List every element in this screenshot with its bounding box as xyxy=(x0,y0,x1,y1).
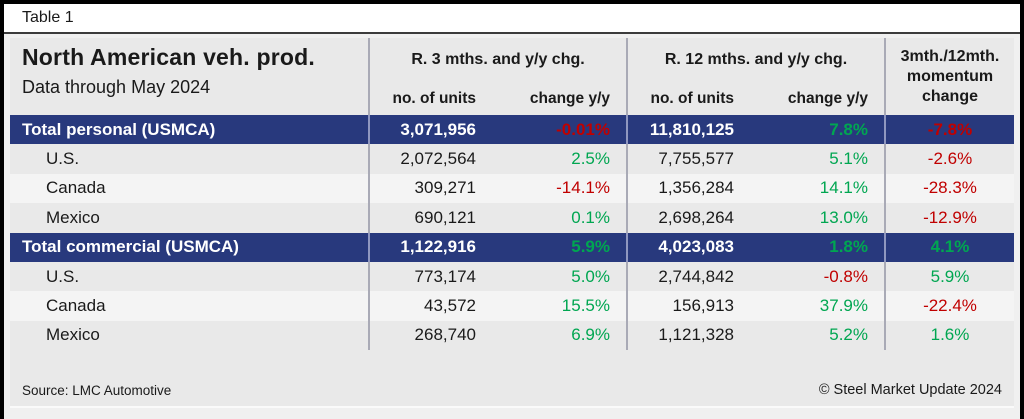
r12-change-cell: 7.8% xyxy=(756,115,886,145)
r3-change-cell: 6.9% xyxy=(498,320,628,351)
momentum-cell: -28.3% xyxy=(923,178,977,198)
r3-units-cell: 309,271 xyxy=(414,178,476,198)
table-row-commercial-mexico: Mexico 268,740 6.9% 1,121,328 5.2% 1.6% xyxy=(10,320,1014,351)
table-row-personal-canada: Canada 309,271 -14.1% 1,356,284 14.1% -2… xyxy=(10,173,1014,204)
momentum-cell: -2.6% xyxy=(927,149,973,169)
r12-units-cell: 2,698,264 xyxy=(658,207,734,227)
r12-units-cell: 11,810,125 xyxy=(649,119,734,139)
r12-units-cell: 4,023,083 xyxy=(658,237,734,257)
r3-units-cell: 773,174 xyxy=(414,266,476,286)
region-label-cell: Mexico xyxy=(10,320,370,351)
subheader-units-12mth: no. of units xyxy=(650,89,734,107)
r12-change-cell: -0.8% xyxy=(756,261,886,292)
r12-units-cell: 1,356,284 xyxy=(658,178,734,198)
region-label-cell: Total personal (USMCA) xyxy=(10,115,370,145)
r12-units-cell: 156,913 xyxy=(672,296,734,316)
table-title: North American veh. prod. xyxy=(22,44,315,70)
r3-units-cell: 690,121 xyxy=(414,207,476,227)
r12-units-cell: 2,744,842 xyxy=(658,266,734,286)
vehicle-production-table: North American veh. prod. Data through M… xyxy=(10,38,1014,408)
table-row-personal-us: U.S. 2,072,564 2.5% 7,755,577 5.1% -2.6% xyxy=(10,144,1014,174)
region-label-cell: U.S. xyxy=(10,261,370,292)
copyright-note: © Steel Market Update 2024 xyxy=(818,382,1002,399)
momentum-cell: -12.9% xyxy=(923,207,977,227)
r3-units-cell: 268,740 xyxy=(414,325,476,345)
table-header: North American veh. prod. Data through M… xyxy=(10,38,1014,115)
r12-change-cell: 5.2% xyxy=(756,320,886,351)
region-label-cell: U.S. xyxy=(10,144,370,174)
column-group-momentum: 3mth./12mth. momentum change xyxy=(900,47,1000,105)
table-footer: Source: LMC Automotive © Steel Market Up… xyxy=(10,350,1014,406)
momentum-cell: -22.4% xyxy=(923,296,977,316)
r12-change-cell: 14.1% xyxy=(756,173,886,204)
r3-change-cell: 2.5% xyxy=(498,144,628,174)
subheader-change-3mth: change y/y xyxy=(498,82,628,115)
momentum-cell: -7.8% xyxy=(927,119,973,139)
table-caption: Table 1 xyxy=(22,9,74,26)
table-row-commercial-us: U.S. 773,174 5.0% 2,744,842 -0.8% 5.9% xyxy=(10,261,1014,292)
table-row-commercial-canada: Canada 43,572 15.5% 156,913 37.9% -22.4% xyxy=(10,291,1014,321)
r3-change-cell: 5.0% xyxy=(498,261,628,292)
momentum-cell: 4.1% xyxy=(930,237,970,257)
r12-units-cell: 1,121,328 xyxy=(658,325,734,345)
r3-change-cell: 0.1% xyxy=(498,203,628,233)
table-title-block: North American veh. prod. Data through M… xyxy=(10,38,370,115)
table-row-total-personal: Total personal (USMCA) 3,071,956 -0.01% … xyxy=(10,115,1014,145)
column-group-12mth: R. 12 mths. and y/y chg. xyxy=(628,38,886,82)
momentum-cell: 1.6% xyxy=(930,325,970,345)
r12-units-cell: 7,755,577 xyxy=(658,149,734,169)
table-row-total-commercial: Total commercial (USMCA) 1,122,916 5.9% … xyxy=(10,232,1014,262)
source-note: Source: LMC Automotive xyxy=(22,383,172,399)
subheader-units-3mth: no. of units xyxy=(392,89,476,107)
momentum-cell: 5.9% xyxy=(930,266,970,286)
caption-bar: Table 1 xyxy=(4,4,1020,32)
region-label-cell: Canada xyxy=(10,291,370,321)
subheader-change-12mth: change y/y xyxy=(756,82,886,115)
region-label-cell: Total commercial (USMCA) xyxy=(10,232,370,262)
r3-change-cell: -14.1% xyxy=(498,173,628,204)
column-group-3mth: R. 3 mths. and y/y chg. xyxy=(370,38,628,82)
r3-units-cell: 1,122,916 xyxy=(400,237,476,257)
r3-change-cell: 15.5% xyxy=(498,291,628,321)
r3-units-cell: 2,072,564 xyxy=(400,149,476,169)
r12-change-cell: 37.9% xyxy=(756,291,886,321)
r3-units-cell: 3,071,956 xyxy=(400,119,476,139)
r3-change-cell: -0.01% xyxy=(498,115,628,145)
r12-change-cell: 13.0% xyxy=(756,203,886,233)
table-subtitle: Data through May 2024 xyxy=(22,77,211,97)
r12-change-cell: 1.8% xyxy=(756,232,886,262)
r12-change-cell: 5.1% xyxy=(756,144,886,174)
region-label-cell: Canada xyxy=(10,173,370,204)
r3-change-cell: 5.9% xyxy=(498,232,628,262)
table-row-personal-mexico: Mexico 690,121 0.1% 2,698,264 13.0% -12.… xyxy=(10,203,1014,233)
r3-units-cell: 43,572 xyxy=(424,296,476,316)
region-label-cell: Mexico xyxy=(10,203,370,233)
caption-divider xyxy=(4,32,1020,34)
